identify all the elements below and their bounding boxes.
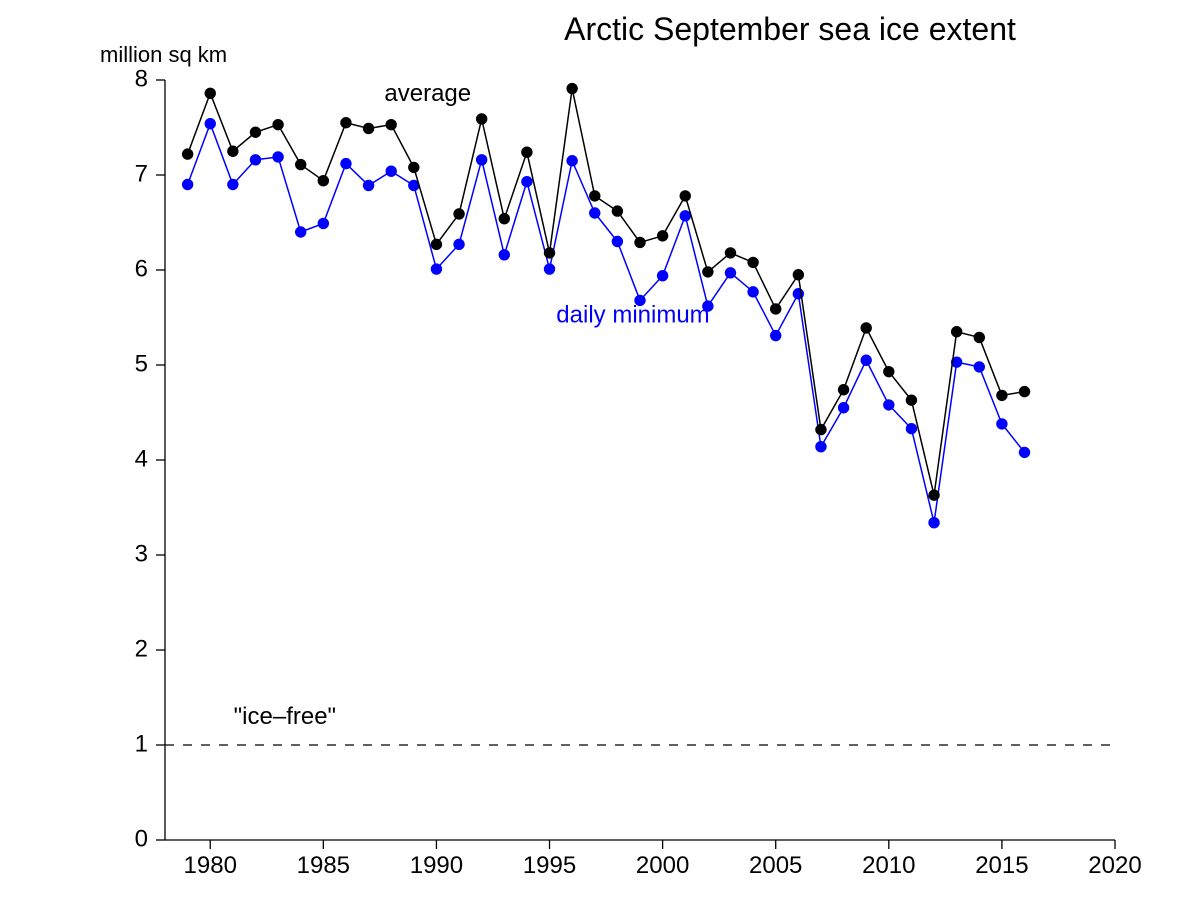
x-tick-label: 1995 xyxy=(523,852,576,879)
series-marker-daily-minimum xyxy=(657,271,667,281)
series-marker-average xyxy=(386,119,396,129)
series-marker-average xyxy=(409,162,419,172)
series-marker-average xyxy=(250,127,260,137)
series-marker-daily-minimum xyxy=(906,423,916,433)
series-marker-average xyxy=(318,176,328,186)
y-tick-label: 7 xyxy=(135,160,148,187)
series-marker-daily-minimum xyxy=(929,518,939,528)
series-marker-average xyxy=(816,424,826,434)
series-marker-daily-minimum xyxy=(205,119,215,129)
series-marker-daily-minimum xyxy=(771,330,781,340)
series-marker-daily-minimum xyxy=(363,180,373,190)
series-marker-daily-minimum xyxy=(228,179,238,189)
series-marker-daily-minimum xyxy=(816,442,826,452)
series-marker-average xyxy=(929,490,939,500)
series-marker-daily-minimum xyxy=(386,166,396,176)
series-marker-average xyxy=(884,366,894,376)
series-marker-daily-minimum xyxy=(182,179,192,189)
series-marker-daily-minimum xyxy=(544,264,554,274)
series-marker-daily-minimum xyxy=(748,287,758,297)
series-marker-daily-minimum xyxy=(725,268,735,278)
series-marker-average xyxy=(228,146,238,156)
x-tick-label: 1990 xyxy=(410,852,463,879)
y-tick-label: 8 xyxy=(135,65,148,92)
y-tick-label: 3 xyxy=(135,540,148,567)
series-marker-average xyxy=(1019,386,1029,396)
series-marker-average xyxy=(997,390,1007,400)
series-marker-average xyxy=(590,191,600,201)
series-marker-average xyxy=(838,385,848,395)
series-marker-daily-minimum xyxy=(341,158,351,168)
x-tick-label: 1980 xyxy=(184,852,237,879)
series-marker-daily-minimum xyxy=(680,211,690,221)
x-tick-label: 2000 xyxy=(636,852,689,879)
series-marker-average xyxy=(974,332,984,342)
series-marker-daily-minimum xyxy=(612,236,622,246)
series-marker-daily-minimum xyxy=(1019,447,1029,457)
series-marker-daily-minimum xyxy=(997,419,1007,429)
y-tick-label: 0 xyxy=(135,825,148,852)
series-marker-daily-minimum xyxy=(499,250,509,260)
series-marker-daily-minimum xyxy=(861,355,871,365)
series-marker-average xyxy=(522,147,532,157)
x-tick-label: 1985 xyxy=(297,852,350,879)
series-marker-average xyxy=(182,149,192,159)
y-tick-label: 4 xyxy=(135,445,148,472)
series-marker-average xyxy=(567,83,577,93)
series-marker-daily-minimum xyxy=(431,264,441,274)
series-marker-average xyxy=(363,123,373,133)
x-tick-label: 2005 xyxy=(749,852,802,879)
x-tick-label: 2015 xyxy=(975,852,1028,879)
series-marker-average xyxy=(725,248,735,258)
x-tick-label: 2020 xyxy=(1088,852,1141,879)
series-marker-average xyxy=(341,118,351,128)
series-label-average: average xyxy=(384,80,471,107)
y-axis-unit-label: million sq km xyxy=(100,42,227,67)
chart-container: 0 1 2 3 4 5 6 7 8 1980 1985 1990 1995 2000 2005 2010 201… xyxy=(0,0,1200,902)
series-marker-average xyxy=(748,257,758,267)
x-tick-label: 2010 xyxy=(862,852,915,879)
series-marker-average xyxy=(476,114,486,124)
series-marker-daily-minimum xyxy=(884,400,894,410)
series-marker-daily-minimum xyxy=(476,155,486,165)
series-marker-daily-minimum xyxy=(567,156,577,166)
series-marker-daily-minimum xyxy=(273,152,283,162)
series-marker-daily-minimum xyxy=(974,362,984,372)
series-marker-average xyxy=(906,395,916,405)
series-marker-average xyxy=(635,237,645,247)
series-marker-average xyxy=(273,119,283,129)
series-marker-average xyxy=(680,191,690,201)
series-marker-daily-minimum xyxy=(454,239,464,249)
y-tick-label: 5 xyxy=(135,350,148,377)
series-label-daily-minimum: daily minimum xyxy=(556,301,709,328)
series-marker-average xyxy=(612,206,622,216)
y-tick-label: 6 xyxy=(135,255,148,282)
y-tick-label: 2 xyxy=(135,635,148,662)
series-marker-daily-minimum xyxy=(522,176,532,186)
series-marker-average xyxy=(771,304,781,314)
series-marker-daily-minimum xyxy=(590,208,600,218)
series-marker-average xyxy=(499,214,509,224)
series-marker-average xyxy=(951,327,961,337)
series-marker-average xyxy=(703,267,713,277)
y-tick-label: 1 xyxy=(135,730,148,757)
chart-svg: 0 1 2 3 4 5 6 7 8 1980 1985 1990 1995 2000 2005 2010 201… xyxy=(0,0,1200,902)
series-marker-daily-minimum xyxy=(250,155,260,165)
chart-title: Arctic September sea ice extent xyxy=(564,11,1016,47)
series-marker-average xyxy=(657,231,667,241)
series-marker-average xyxy=(205,88,215,98)
series-marker-average xyxy=(861,323,871,333)
series-marker-daily-minimum xyxy=(318,218,328,228)
series-marker-average xyxy=(544,248,554,258)
series-marker-daily-minimum xyxy=(296,227,306,237)
series-marker-daily-minimum xyxy=(838,403,848,413)
series-marker-average xyxy=(431,239,441,249)
ice-free-label: "ice–free" xyxy=(234,703,336,730)
series-marker-average xyxy=(454,209,464,219)
series-marker-average xyxy=(793,270,803,280)
series-marker-average xyxy=(296,159,306,169)
